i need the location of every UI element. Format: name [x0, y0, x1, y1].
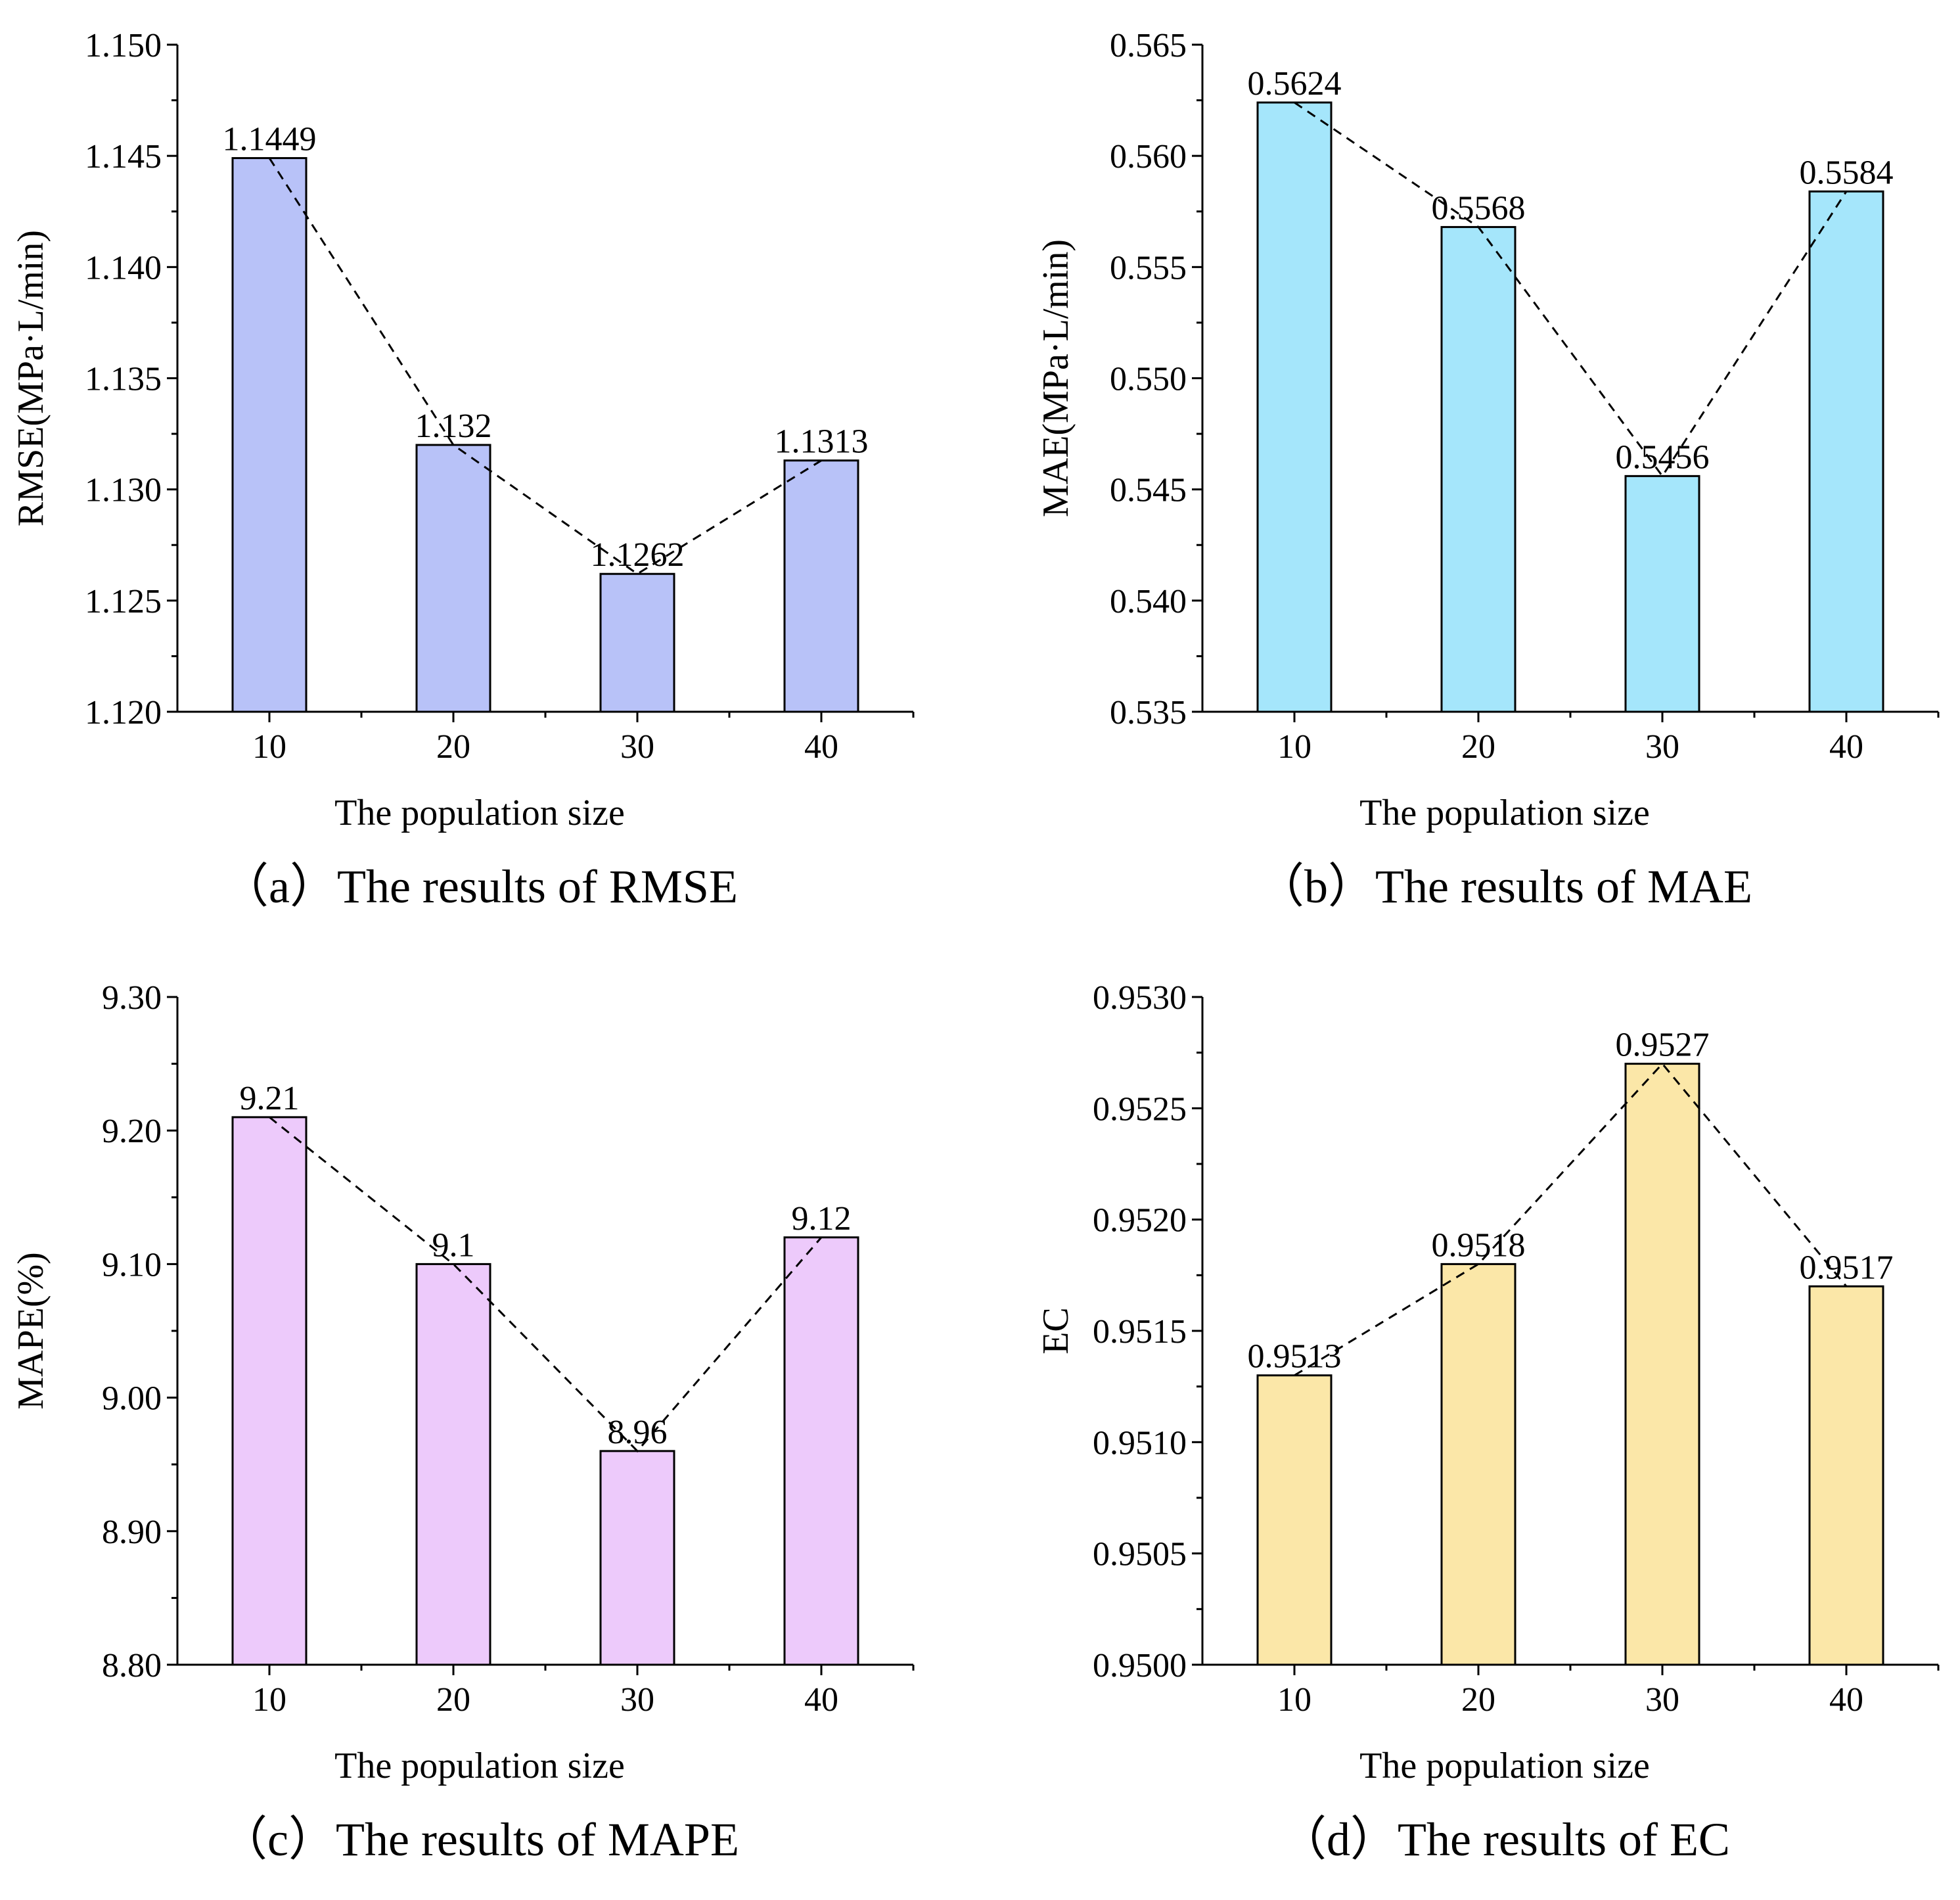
data-label: 0.9513 [1248, 1338, 1342, 1376]
x-tick-label: 30 [620, 728, 654, 766]
bar-40 [1808, 1285, 1884, 1666]
y-tick-label: 1.135 [85, 361, 162, 398]
y-axis-title: EC [1036, 1307, 1076, 1355]
y-tick-label: 9.20 [102, 1113, 162, 1150]
data-label: 9.12 [792, 1200, 852, 1238]
data-label: 0.5456 [1616, 438, 1710, 476]
x-axis-title: The population size [1359, 793, 1650, 833]
data-label: 1.1262 [591, 536, 685, 574]
data-label: 8.96 [608, 1414, 668, 1451]
data-label: 9.21 [240, 1080, 300, 1117]
bar-10 [1256, 1374, 1333, 1666]
bar-40 [783, 459, 859, 713]
panel-caption: （a）The results of RMSE [221, 860, 738, 913]
y-tick-label: 0.540 [1110, 583, 1187, 620]
x-tick-label: 10 [1277, 728, 1311, 766]
y-tick-label: 9.30 [102, 979, 162, 1017]
y-tick-label: 8.90 [102, 1514, 162, 1551]
y-tick-label: 1.145 [85, 138, 162, 175]
chart-panel-b: 0.5624 0.5568 0.5456 0.5584 0.535 0.540 0.545 0… [1036, 27, 1940, 913]
bar-40 [1808, 190, 1884, 713]
panel-caption: （d）The results of EC [1279, 1813, 1730, 1866]
y-tick-label: 1.120 [85, 694, 162, 731]
y-tick-label: 0.9525 [1093, 1090, 1187, 1128]
data-label: 1.1449 [223, 121, 317, 158]
bar-20 [415, 444, 491, 713]
y-tick-label: 0.535 [1110, 694, 1187, 731]
bar-10 [1256, 101, 1333, 713]
panel-caption: （b）The results of MAE [1257, 860, 1752, 913]
y-tick-label: 1.150 [85, 27, 162, 64]
data-label: 0.5584 [1800, 154, 1894, 191]
bar-10 [231, 1116, 308, 1666]
chart-panel-c: 9.21 9.1 8.96 9.12 8.80 8.90 9.00 9.10 9.20 9.30 1… [11, 979, 915, 1866]
x-axis-title: The population size [1359, 1746, 1650, 1786]
x-tick-label: 10 [252, 1681, 286, 1719]
y-tick-label: 0.9500 [1093, 1647, 1187, 1684]
x-tick-label: 40 [1829, 728, 1863, 766]
x-tick-label: 30 [1645, 1681, 1679, 1719]
bar-20 [1440, 225, 1516, 713]
y-axis-title: MAE(MPa·L/min) [1036, 239, 1076, 517]
y-tick-label: 0.9515 [1093, 1313, 1187, 1351]
data-label: 0.5624 [1248, 65, 1342, 103]
bar-40 [783, 1236, 859, 1666]
data-label: 9.1 [432, 1226, 475, 1264]
x-tick-label: 40 [1829, 1681, 1863, 1719]
bar-20 [415, 1263, 491, 1666]
x-axis-title: The population size [334, 1746, 625, 1786]
y-tick-label: 0.9505 [1093, 1536, 1187, 1573]
y-tick-label: 8.80 [102, 1647, 162, 1684]
y-tick-label: 0.9510 [1093, 1424, 1187, 1462]
y-tick-label: 9.10 [102, 1246, 162, 1284]
y-tick-label: 1.130 [85, 472, 162, 509]
y-axis-title: MAPE(%) [11, 1252, 51, 1410]
x-axis-title: The population size [334, 793, 625, 833]
x-tick-label: 10 [252, 728, 286, 766]
x-tick-label: 20 [436, 1681, 470, 1719]
data-label: 0.9518 [1432, 1226, 1526, 1264]
chart-panel-a: 1.1449 1.132 1.1262 1.1313 1.120 1.125 1.130 1.… [11, 27, 915, 913]
trend-line [1294, 1062, 1848, 1377]
data-label: 1.1313 [775, 423, 869, 461]
y-tick-label: 1.140 [85, 249, 162, 287]
y-tick-label: 0.9520 [1093, 1202, 1187, 1240]
y-tick-label: 0.545 [1110, 472, 1187, 509]
y-tick-label: 0.555 [1110, 249, 1187, 287]
x-tick-label: 20 [436, 728, 470, 766]
y-tick-label: 0.560 [1110, 138, 1187, 175]
y-tick-label: 0.565 [1110, 27, 1187, 64]
bar-10 [231, 157, 308, 713]
x-tick-label: 40 [804, 728, 838, 766]
x-tick-label: 20 [1461, 728, 1495, 766]
chart-panel-d: 0.9513 0.9518 0.9527 0.9517 0.9500 0.9505 0.95… [1036, 979, 1940, 1866]
bar-30 [599, 1450, 675, 1666]
trend-line [268, 157, 822, 576]
y-axis-title: RMSE(MPa·L/min) [11, 230, 51, 526]
x-tick-label: 40 [804, 1681, 838, 1719]
trend-line [1294, 101, 1848, 478]
x-tick-label: 20 [1461, 1681, 1495, 1719]
data-label: 0.5568 [1432, 189, 1526, 227]
data-label: 0.9527 [1616, 1027, 1710, 1064]
x-tick-label: 30 [1645, 728, 1679, 766]
y-tick-label: 9.00 [102, 1380, 162, 1418]
x-tick-label: 10 [1277, 1681, 1311, 1719]
data-label: 0.9517 [1800, 1249, 1894, 1286]
bar-30 [1624, 1063, 1700, 1666]
y-tick-label: 1.125 [85, 583, 162, 620]
panel-caption: （c）The results of MAPE [220, 1813, 739, 1866]
bar-30 [599, 572, 675, 713]
y-tick-label: 0.9530 [1093, 979, 1187, 1017]
bar-20 [1440, 1263, 1516, 1666]
y-tick-label: 0.550 [1110, 361, 1187, 398]
data-label: 1.132 [415, 407, 492, 445]
bar-30 [1624, 475, 1700, 713]
x-tick-label: 30 [620, 1681, 654, 1719]
trend-line [269, 1116, 823, 1453]
